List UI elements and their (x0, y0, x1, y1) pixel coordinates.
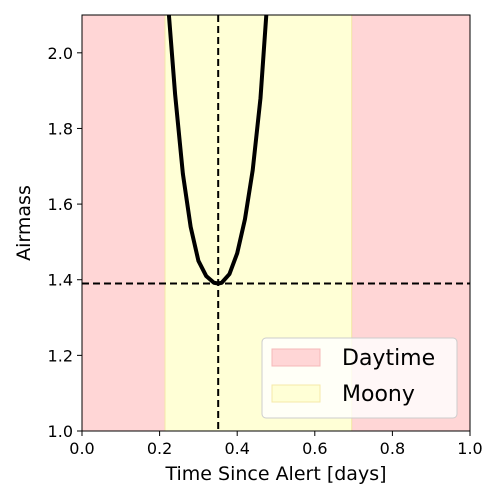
y-tick-label: 1.4 (48, 271, 73, 290)
daytime-legend-label: Daytime (342, 346, 435, 371)
airmass-curve (166, 15, 269, 286)
x-tick-label: 0.8 (380, 439, 405, 458)
y-axis-ticks: 1.0 1.2 1.4 1.6 1.8 2.0 (48, 44, 82, 441)
reference-lines (82, 15, 470, 431)
plot-frame (81, 14, 471, 432)
x-tick-label: 0.6 (302, 439, 327, 458)
moony-legend-swatch (271, 384, 321, 403)
x-tick-label: 0.4 (224, 439, 249, 458)
y-axis-label: Airmass (13, 185, 35, 261)
daytime-legend-swatch (271, 348, 321, 367)
legend: Daytime Moony (261, 337, 458, 419)
x-tick-label: 1.0 (457, 439, 482, 458)
y-tick-label: 2.0 (48, 44, 73, 63)
moony-legend-label: Moony (342, 382, 415, 407)
y-tick-label: 1.2 (48, 346, 73, 365)
x-tick-label: 0.2 (147, 439, 172, 458)
y-tick-label: 1.6 (48, 195, 73, 214)
y-tick-label: 1.0 (48, 422, 73, 441)
daytime-region-1 (81, 14, 166, 432)
y-tick-label: 1.8 (48, 119, 73, 138)
series-layer (166, 15, 269, 286)
x-axis-ticks: 0.0 0.2 0.4 0.6 0.8 1.0 (69, 431, 483, 458)
x-axis-label: Time Since Alert [days] (164, 463, 386, 485)
x-tick-label: 0.0 (69, 439, 94, 458)
